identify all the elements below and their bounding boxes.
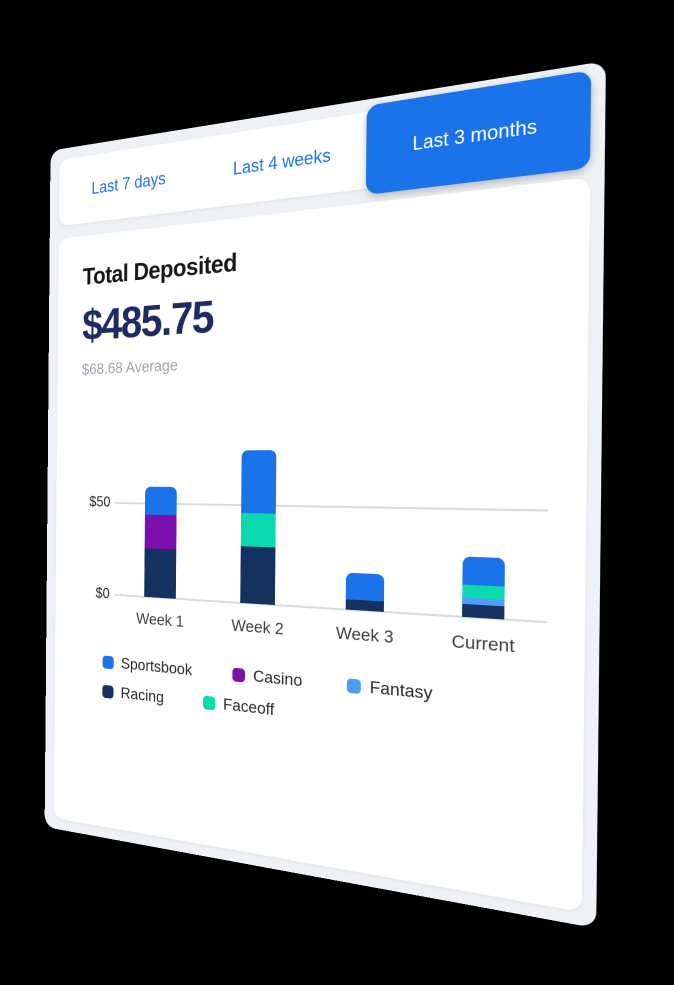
bar-week-1[interactable] — [144, 486, 177, 602]
bar-week-3[interactable] — [345, 572, 385, 615]
x-axis-label: Week 1 — [136, 609, 184, 631]
deposits-chart: $0 $50 Week 1 Week 2 Week 3 Current Sportsbo… — [79, 410, 549, 752]
bar-segment-faceoff — [240, 512, 276, 548]
bar-segment-sportsbook — [144, 486, 177, 516]
stats-card: Total Deposited $485.75 $68.68 Average $… — [53, 177, 591, 913]
legend-swatch-icon — [102, 655, 114, 670]
legend-label: Faceoff — [223, 694, 275, 720]
tab-last-3-months[interactable]: Last 3 months — [365, 70, 592, 195]
bar-segment-sportsbook — [241, 450, 277, 514]
bar-columns — [114, 410, 549, 622]
bar-column — [310, 571, 423, 614]
tab-last-7-days[interactable]: Last 7 days — [91, 168, 166, 198]
bar-current[interactable] — [462, 556, 505, 622]
legend-label: Racing — [120, 683, 164, 707]
tilted-scene: Last 7 days Last 4 weeks Last 3 months T… — [44, 60, 606, 929]
legend-item-sportsbook: Sportsbook — [102, 653, 193, 680]
bar-segment-sportsbook — [345, 572, 385, 602]
x-axis-label: Week 3 — [335, 623, 394, 648]
app-panel: Last 7 days Last 4 weeks Last 3 months T… — [44, 60, 606, 929]
bar-segment-racing — [345, 599, 384, 612]
bar-column — [422, 555, 547, 622]
bar-segment-sportsbook — [462, 556, 505, 587]
plot-area — [114, 410, 549, 624]
legend-label: Fantasy — [369, 677, 433, 704]
legend-label: Casino — [252, 666, 303, 691]
legend-swatch-icon — [346, 678, 361, 695]
legend-item-fantasy: Fantasy — [346, 675, 433, 704]
bar-column — [208, 450, 312, 607]
legend-item-faceoff: Faceoff — [202, 693, 275, 720]
bar-segment-racing — [240, 546, 276, 606]
legend-item-casino: Casino — [232, 665, 302, 692]
y-axis-tick: $0 — [95, 585, 110, 602]
tab-last-4-weeks[interactable]: Last 4 weeks — [232, 144, 332, 179]
legend-swatch-icon — [202, 695, 216, 711]
x-axis-label: Week 2 — [231, 615, 284, 639]
legend-swatch-icon — [102, 684, 114, 699]
y-axis: $0 $50 — [80, 420, 116, 602]
legend-label: Sportsbook — [120, 654, 193, 680]
bar-segment-casino — [144, 514, 177, 550]
legend-swatch-icon — [232, 667, 245, 683]
bar-segment-racing — [144, 548, 177, 599]
chart-legend: Sportsbook Casino Fantasy Racing Faceoff — [79, 651, 546, 752]
legend-item-racing: Racing — [102, 682, 164, 707]
bar-segment-racing — [462, 603, 505, 620]
bar-week-2[interactable] — [240, 450, 277, 608]
y-axis-tick: $50 — [89, 494, 111, 511]
x-axis-spacer — [80, 605, 115, 626]
bar-column — [114, 486, 208, 600]
x-axis-label: Current — [451, 631, 515, 657]
